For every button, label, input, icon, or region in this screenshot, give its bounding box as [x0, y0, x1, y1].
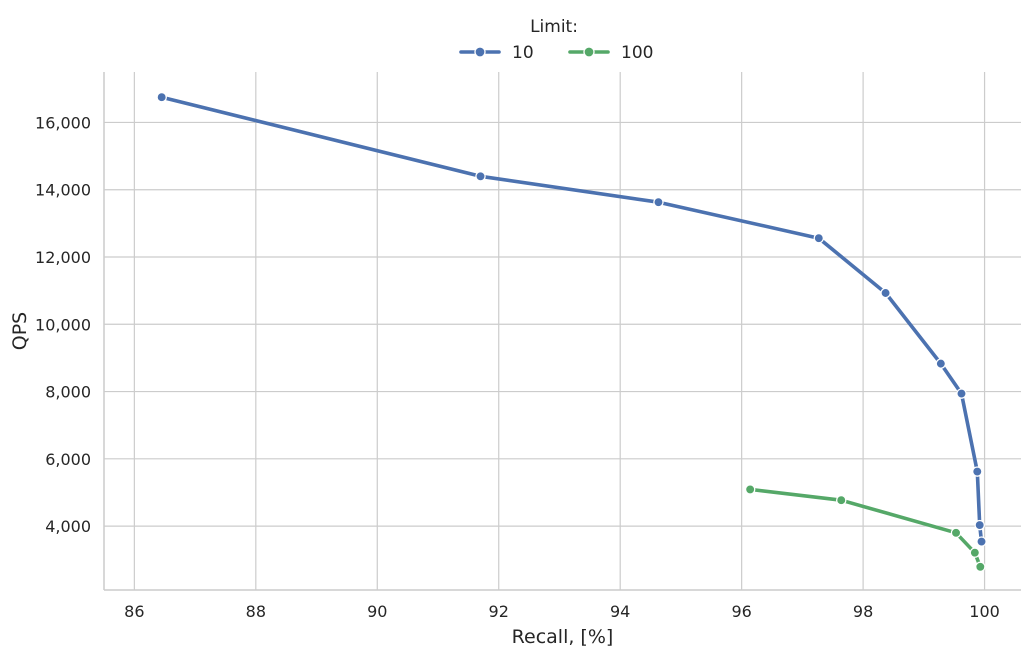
series-line-10 — [159, 95, 984, 544]
data-point-100 — [744, 484, 756, 495]
y-tick-label: 6,000 — [45, 450, 91, 469]
x-tick-label: 92 — [489, 602, 509, 621]
data-point-10 — [974, 519, 985, 531]
legend-marker-100 — [583, 46, 595, 58]
y-tick-label: 16,000 — [35, 113, 91, 132]
legend-label-10: 10 — [512, 43, 534, 63]
legend: Limit: 10 100 — [459, 17, 653, 63]
y-tick-label: 4,000 — [45, 517, 91, 536]
x-axis-ticks: 86 88 90 92 94 96 98 100 — [124, 602, 1000, 621]
x-axis-label: Recall, [%] — [512, 626, 614, 648]
y-tick-label: 8,000 — [45, 383, 91, 402]
data-point-10 — [976, 536, 987, 547]
x-tick-label: 86 — [124, 602, 144, 621]
legend-label-100: 100 — [621, 43, 653, 63]
data-point-10 — [653, 196, 664, 208]
x-tick-label: 100 — [969, 602, 1000, 621]
x-tick-label: 96 — [731, 602, 751, 621]
data-point-10 — [813, 232, 825, 244]
y-axis-label: QPS — [9, 312, 31, 350]
data-point-10 — [880, 287, 891, 299]
x-tick-label: 88 — [246, 602, 266, 621]
series-line-100 — [748, 487, 983, 569]
data-point-10 — [475, 171, 486, 182]
x-tick-label: 98 — [853, 602, 873, 621]
x-tick-label: 90 — [367, 602, 387, 621]
legend-marker-10 — [474, 46, 486, 58]
y-tick-label: 10,000 — [35, 315, 91, 334]
y-tick-label: 14,000 — [35, 181, 91, 200]
x-tick-label: 94 — [610, 602, 630, 621]
data-point-100 — [835, 494, 847, 506]
axes-spines — [103, 72, 1021, 591]
data-point-10 — [935, 358, 947, 369]
legend-title: Limit: — [530, 17, 578, 37]
data-point-10 — [972, 466, 983, 477]
data-point-10 — [156, 91, 167, 103]
series-layer — [156, 91, 987, 573]
data-point-100 — [969, 547, 981, 558]
data-point-100 — [950, 527, 962, 539]
y-tick-label: 12,000 — [35, 248, 91, 267]
data-point-100 — [975, 561, 986, 573]
y-axis-ticks: 4,000 6,000 8,000 10,000 12,000 14,000 16,000 — [35, 113, 91, 536]
data-point-10 — [956, 388, 967, 399]
